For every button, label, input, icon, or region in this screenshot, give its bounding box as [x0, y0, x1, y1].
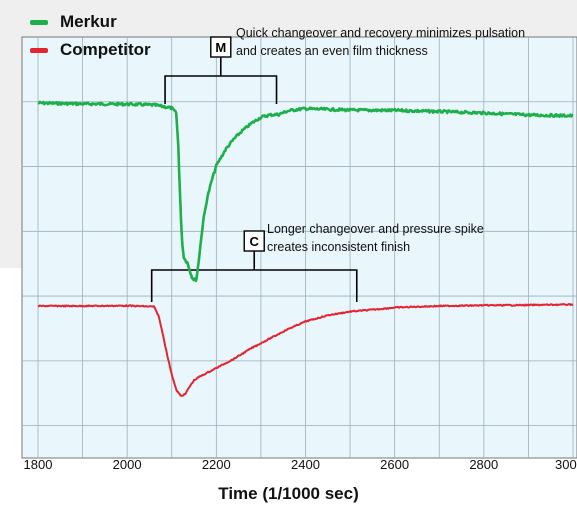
x-tick-label: 2800 — [469, 457, 499, 472]
legend-item-competitor: Competitor — [30, 36, 151, 64]
x-tick-label: 2200 — [201, 457, 231, 472]
x-tick-label: 2600 — [380, 457, 410, 472]
annotations: M Quick changeover and recovery minimizes… — [150, 26, 525, 302]
annotation-bracket — [164, 57, 278, 104]
annotation-c: C Longer changeover and pressure spike cre… — [150, 222, 484, 302]
annotation-text-line1: Quick changeover and recovery minimizes … — [236, 26, 525, 40]
annotation-text-line1: Longer changeover and pressure spike — [267, 222, 484, 236]
x-tick-label: 2400 — [291, 457, 320, 472]
annotation-marker-letter: C — [250, 234, 260, 249]
annotation-text-line2: creates inconsistent finish — [267, 240, 410, 254]
legend-label-merkur: Merkur — [60, 12, 117, 31]
annotation-marker-letter: M — [215, 40, 226, 55]
x-tick-label: 2000 — [112, 457, 142, 472]
series-line-competitor — [37, 303, 574, 397]
series-line-merkur — [37, 100, 574, 283]
legend-item-merkur: Merkur — [30, 8, 151, 36]
series-group — [37, 100, 574, 397]
x-tick-label: 1800 — [23, 457, 53, 472]
legend: Merkur Competitor — [30, 8, 151, 64]
legend-label-competitor: Competitor — [60, 40, 151, 59]
annotation-bracket — [150, 251, 358, 302]
legend-swatch-merkur — [30, 19, 48, 25]
x-axis-title: Time (1/1000 sec) — [218, 484, 359, 503]
annotation-text-line2: and creates an even film thickness — [236, 44, 428, 58]
x-tick-label: 300 — [555, 457, 577, 472]
legend-swatch-competitor — [30, 47, 48, 53]
annotation-marker-box — [210, 36, 232, 58]
annotation-m: M Quick changeover and recovery minimizes… — [164, 26, 525, 104]
annotation-marker-box — [243, 230, 265, 252]
